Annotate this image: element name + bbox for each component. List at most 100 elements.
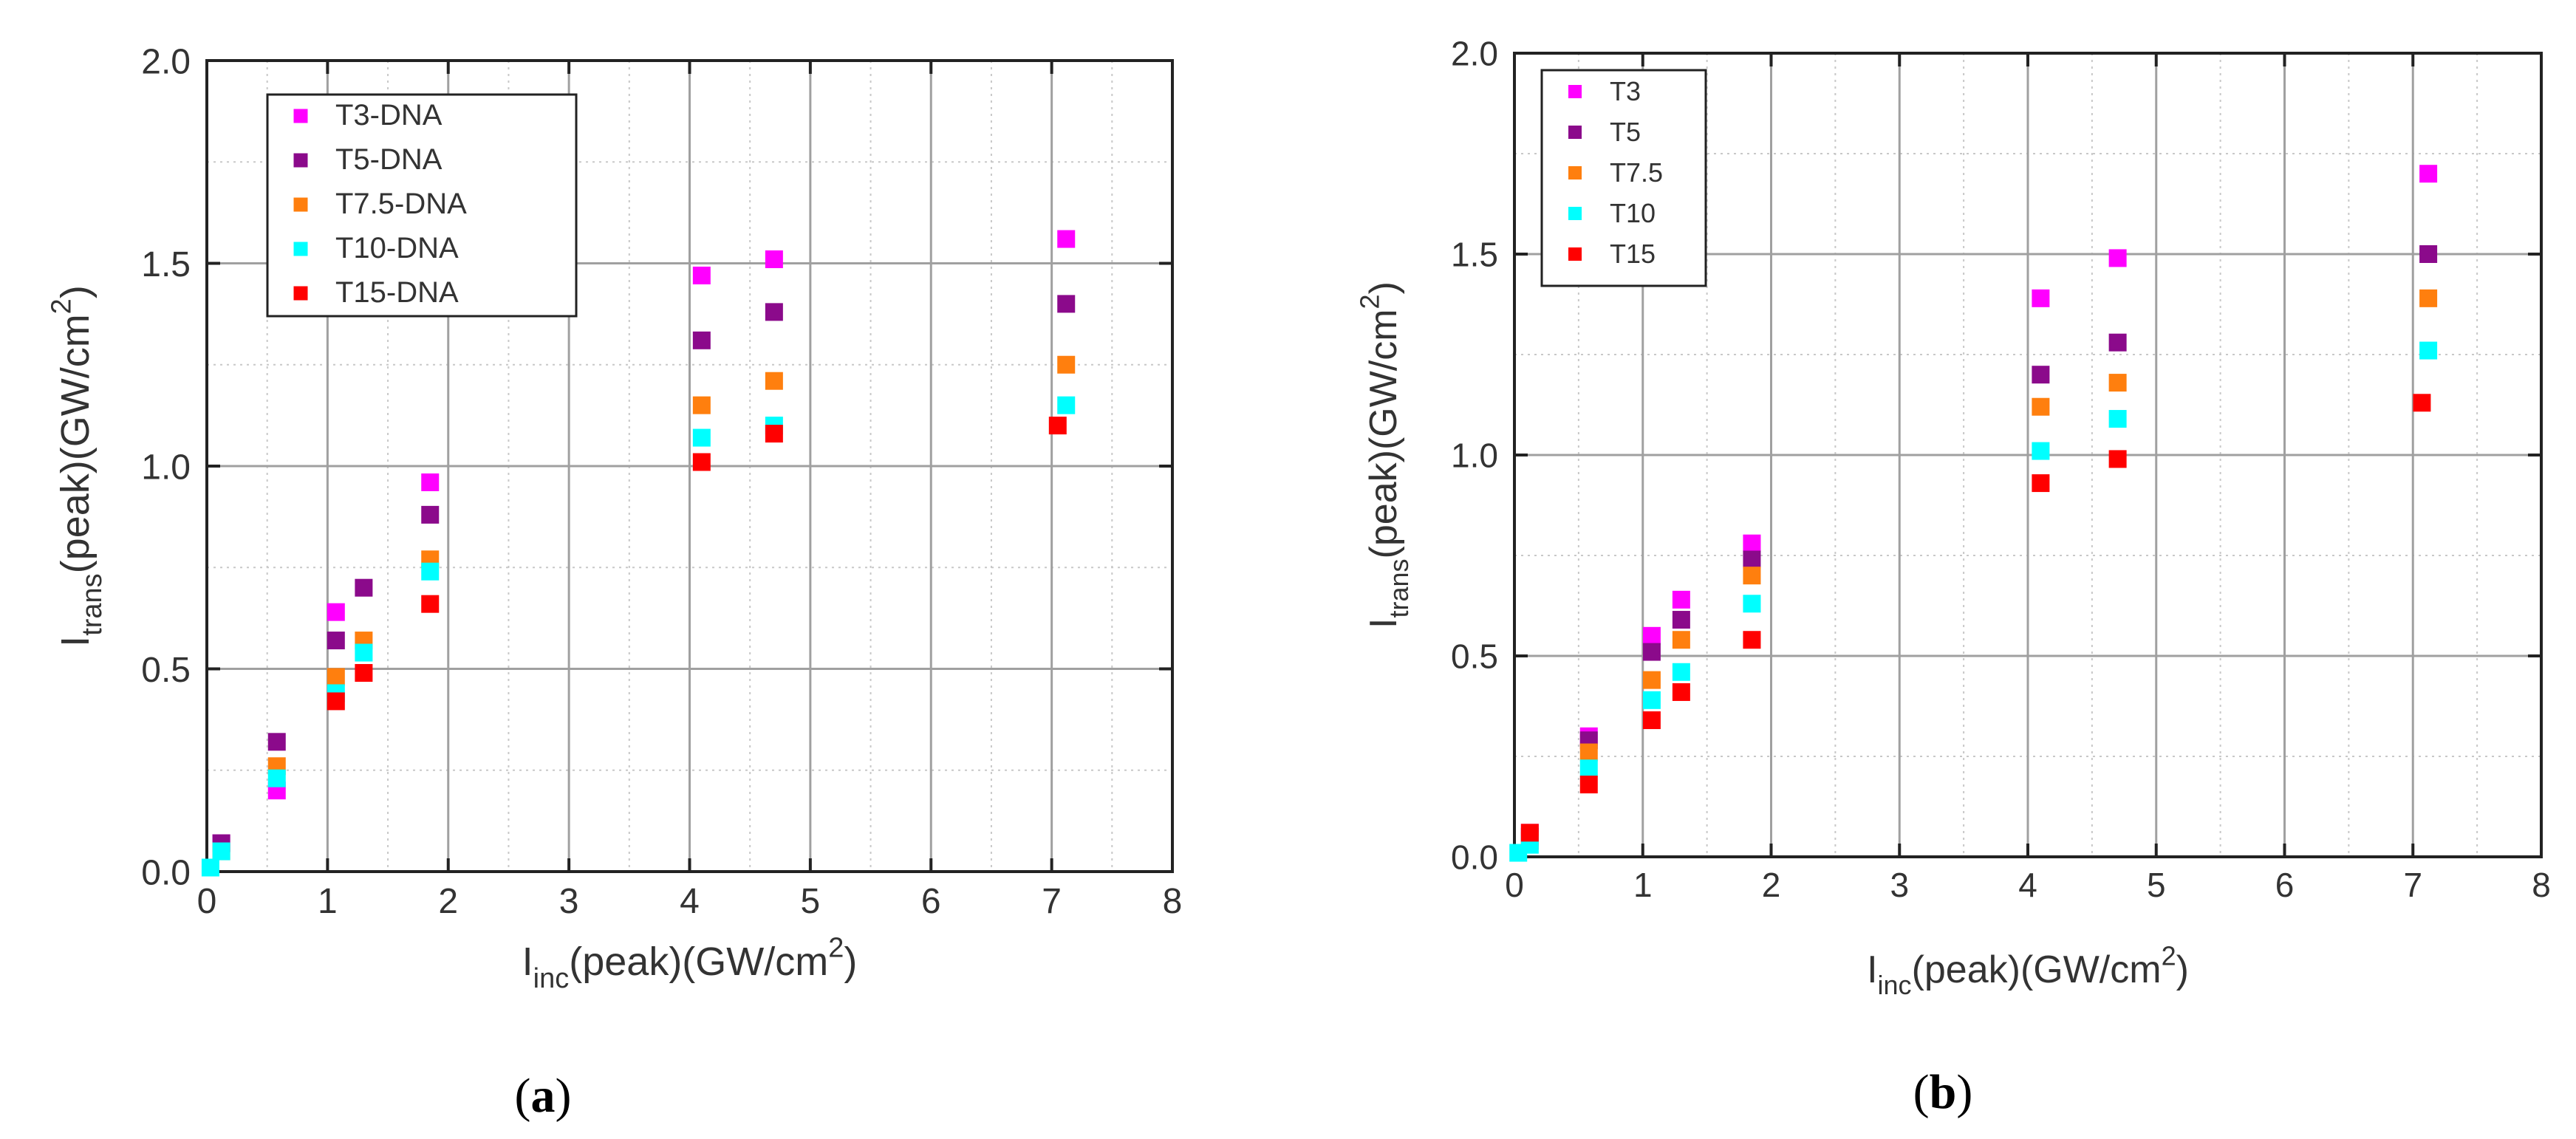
chart-b-y-tick-label: 1.5 xyxy=(1451,236,1498,274)
chart-b-data-point xyxy=(2419,245,2438,263)
chart-a-data-point xyxy=(267,733,286,751)
chart-a-data-point xyxy=(692,428,711,447)
chart-a-data-point xyxy=(765,250,783,269)
chart-a-data-point xyxy=(692,266,711,284)
chart-b-legend-marker xyxy=(1568,126,1582,139)
chart-b-data-point xyxy=(1743,567,1761,585)
chart-a-data-point xyxy=(765,372,783,390)
chart-a-x-tick-label: 6 xyxy=(921,882,941,921)
chart-a-data-point xyxy=(327,668,345,686)
chart-b-legend-marker xyxy=(1568,207,1582,220)
chart-a-y-tick-label: 0.5 xyxy=(141,651,191,690)
chart-b-data-point xyxy=(2108,333,2127,352)
chart-b-data-point xyxy=(1672,663,1690,681)
chart-a-y-tick-label: 2.0 xyxy=(141,42,191,81)
chart-b-legend-label: T7.5 xyxy=(1610,157,1663,188)
chart-b-data-point xyxy=(2032,366,2050,384)
chart-b-data-point xyxy=(2032,442,2050,460)
chart-a-data-point xyxy=(1057,295,1076,313)
chart-b-data-point xyxy=(2108,374,2127,392)
chart-a-data-point xyxy=(355,578,373,597)
chart-panel-a: 0 1 2 3 4 5 6 7 8 0.0 0.5 1.0 1.5 2.0 Iinc(peak)(GW/cm… xyxy=(47,42,1183,1123)
chart-a-legend-label: T7.5-DNA xyxy=(335,188,467,220)
chart-a-x-tick-label: 1 xyxy=(318,882,338,921)
chart-b-data-point xyxy=(1672,590,1690,609)
chart-b-data-point xyxy=(2032,289,2050,307)
chart-a-data-point xyxy=(765,303,783,321)
chart-a-x-tick-label: 7 xyxy=(1042,882,1062,921)
chart-b-legend-label: T15 xyxy=(1610,239,1656,269)
chart-b-y-tick-label: 0.0 xyxy=(1451,838,1498,877)
chart-b-data-point xyxy=(1520,824,1539,842)
chart-b-data-point xyxy=(1672,611,1690,629)
chart-b-x-tick-label: 7 xyxy=(2403,866,2422,904)
chart-b-x-tick-label: 5 xyxy=(2147,866,2166,904)
chart-a-x-tick-label: 0 xyxy=(197,882,217,921)
chart-b-data-point xyxy=(1642,691,1661,709)
chart-b-x-tick-label: 1 xyxy=(1633,866,1653,904)
chart-b-data-point xyxy=(2419,289,2438,307)
chart-b-series-t15 xyxy=(1520,394,2431,842)
chart-b-data-point xyxy=(1642,626,1661,645)
chart-a-data-point xyxy=(765,425,783,443)
chart-b-legend-marker xyxy=(1568,247,1582,261)
chart-b-data-point xyxy=(1642,711,1661,730)
chart-a-legend-marker xyxy=(293,197,308,212)
chart-b-legend: T3 T5 T7.5 T10 T15 xyxy=(1540,69,1707,287)
chart-b-grid xyxy=(1514,53,2541,857)
chart-b-data-point xyxy=(2413,394,2431,412)
chart-a-caption: (a) xyxy=(515,1069,572,1123)
chart-a-legend-label: T5-DNA xyxy=(335,143,443,176)
chart-a-x-tick-label: 8 xyxy=(1163,882,1183,921)
chart-a-series-t5-dna xyxy=(212,295,1076,852)
chart-b-data-point xyxy=(2108,450,2127,468)
chart-b-ticks: 0 1 2 3 4 5 6 7 8 0.0 0.5 1.0 1.5 2.0 xyxy=(1451,35,2551,904)
chart-a-x-tick-label: 2 xyxy=(438,882,458,921)
chart-a-data-point xyxy=(201,858,219,877)
chart-b-data-point xyxy=(2419,341,2438,360)
chart-a-legend-label: T15-DNA xyxy=(335,276,459,309)
chart-b-legend-marker xyxy=(1568,166,1582,179)
chart-b-y-axis-label: Itrans(peak)(GW/cm2) xyxy=(1355,281,1415,629)
chart-a-series-t15-dna xyxy=(327,417,1067,711)
chart-b-data-point xyxy=(1579,743,1598,762)
chart-a-y-tick-label: 1.5 xyxy=(141,245,191,284)
chart-a-data-point xyxy=(355,643,373,662)
chart-b-data-point xyxy=(2032,474,2050,493)
chart-a-data-point xyxy=(267,769,286,787)
chart-a-data-point xyxy=(421,505,440,524)
chart-a-x-tick-label: 3 xyxy=(559,882,579,921)
chart-a-x-tick-label: 4 xyxy=(680,882,700,921)
chart-b-data-point xyxy=(1743,550,1761,569)
chart-a-legend-marker xyxy=(293,286,308,301)
chart-a-y-axis-label: Itrans(peak)(GW/cm2) xyxy=(47,285,108,647)
chart-b-data-point xyxy=(2032,397,2050,416)
chart-b-data-point xyxy=(1743,534,1761,553)
chart-b-data-point xyxy=(1642,643,1661,661)
chart-a-data-point xyxy=(421,473,440,491)
chart-a-data-point xyxy=(212,842,230,861)
chart-b-x-axis-label: Iinc(peak)(GW/cm2) xyxy=(1867,941,2189,1001)
chart-b-y-tick-label: 1.0 xyxy=(1451,437,1498,475)
chart-a-data-point xyxy=(421,595,440,613)
chart-a-data-point xyxy=(327,632,345,650)
chart-a-legend-label: T10-DNA xyxy=(335,232,459,264)
chart-b-data-point xyxy=(2108,249,2127,267)
chart-b-caption: (b) xyxy=(1913,1065,1973,1119)
chart-a-legend-box xyxy=(266,93,578,318)
chart-b-x-tick-label: 8 xyxy=(2532,866,2551,904)
chart-a-data-point xyxy=(692,396,711,414)
chart-b-data-point xyxy=(1642,671,1661,689)
chart-a-data-point xyxy=(1048,417,1067,435)
chart-a-data-point xyxy=(355,663,373,682)
chart-a-data-point xyxy=(692,331,711,349)
chart-b-data-point xyxy=(1579,759,1598,778)
chart-b-data-point xyxy=(2108,410,2127,428)
chart-a-data-point xyxy=(1057,230,1076,248)
chart-b-x-tick-label: 6 xyxy=(2275,866,2295,904)
chart-a-data-point xyxy=(692,453,711,471)
chart-b-x-tick-label: 4 xyxy=(2018,866,2037,904)
chart-b-legend-label: T5 xyxy=(1610,117,1641,147)
chart-b-data-point xyxy=(2419,165,2438,183)
chart-b-legend-label: T10 xyxy=(1610,198,1656,228)
